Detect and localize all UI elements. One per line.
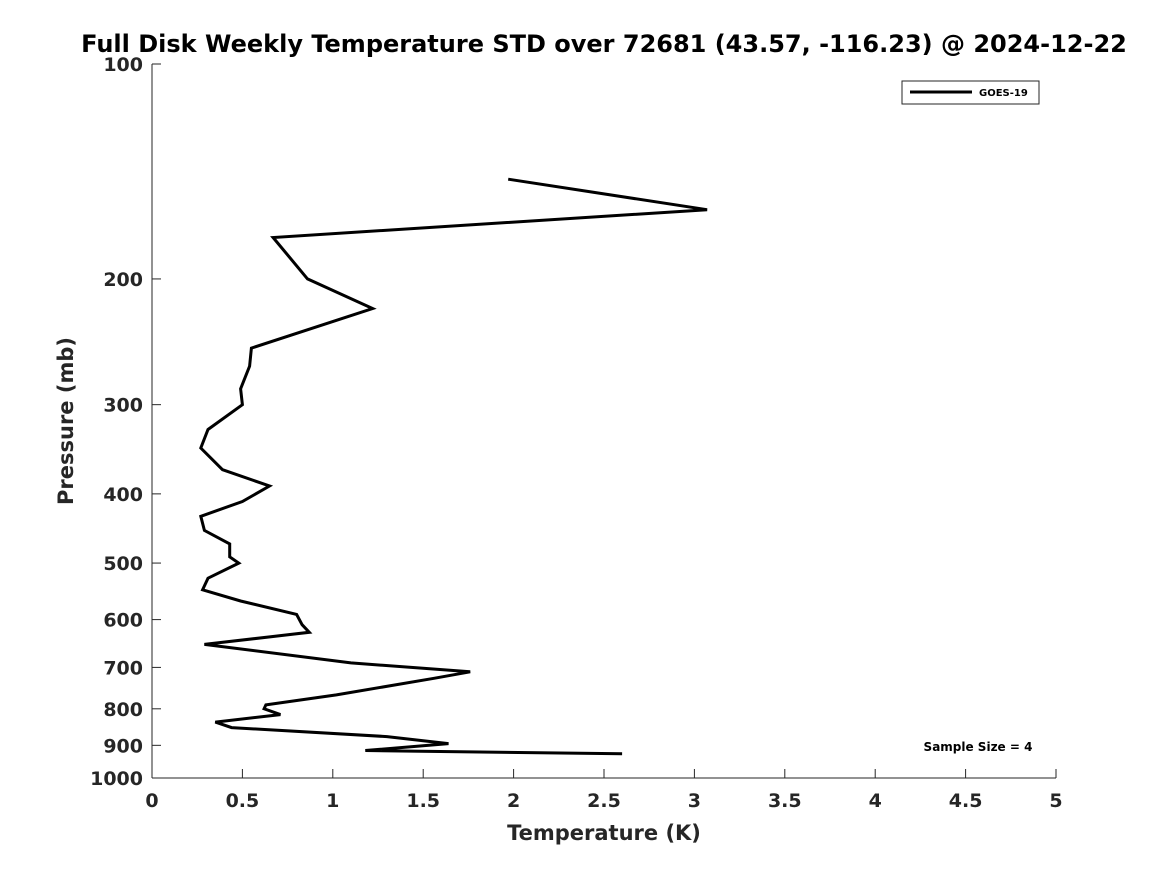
y-tick-label: 1000: [90, 768, 143, 790]
x-tick-label: 3: [688, 790, 701, 812]
x-tick-label: 5: [1049, 790, 1062, 812]
legend-label-goes-19: GOES-19: [979, 88, 1028, 99]
legend: GOES-19: [901, 80, 1040, 105]
series-line-goes-19: [199, 177, 708, 756]
x-tick-label: 3.5: [768, 790, 802, 812]
y-tick-label: 100: [103, 54, 143, 76]
sample-size-annotation: Sample Size = 4: [924, 740, 1033, 754]
y-tick-label: 400: [103, 484, 143, 506]
series-layer: [199, 177, 708, 756]
x-axis-label: Temperature (K): [507, 821, 701, 845]
x-ticks: 0 0.5 1 1.5 2 2.5 3 3.5 4 4.5 5: [145, 769, 1063, 812]
x-tick-label: 0.5: [226, 790, 260, 812]
y-tick-label: 600: [103, 610, 143, 632]
y-tick-label: 900: [103, 735, 143, 757]
chart-title: Full Disk Weekly Temperature STD over 72…: [81, 30, 1127, 58]
y-tick-label: 200: [103, 269, 143, 291]
x-tick-label: 1: [326, 790, 339, 812]
plot-area: 0 0.5 1 1.5 2 2.5 3 3.5 4 4.5 5 100 200 300 400 500 600…: [90, 54, 1063, 812]
x-tick-label: 0: [145, 790, 158, 812]
y-ticks: 100 200 300 400 500 600 700 800 900 1000: [90, 54, 161, 790]
x-tick-label: 1.5: [406, 790, 440, 812]
x-tick-label: 2: [507, 790, 520, 812]
y-tick-label: 300: [103, 395, 143, 417]
x-tick-label: 4.5: [949, 790, 983, 812]
x-tick-label: 4: [869, 790, 882, 812]
y-axis-label: Pressure (mb): [54, 337, 78, 505]
y-tick-label: 800: [103, 699, 143, 721]
y-tick-label: 500: [103, 553, 143, 575]
x-tick-label: 2.5: [587, 790, 621, 812]
y-tick-label: 700: [103, 657, 143, 679]
